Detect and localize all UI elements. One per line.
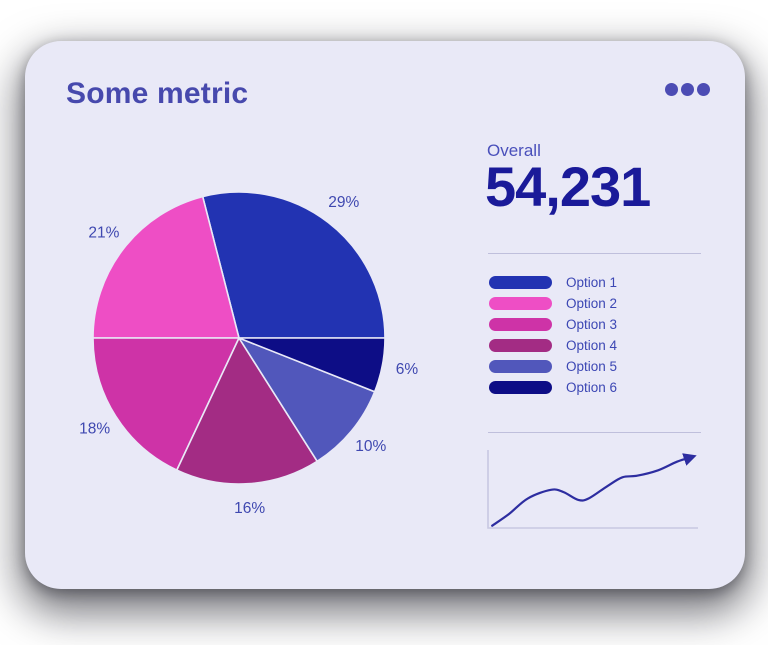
trend-sparkline-chart bbox=[487, 450, 698, 529]
pie-percent-label: 10% bbox=[355, 438, 386, 455]
pie-percent-label: 6% bbox=[396, 361, 419, 378]
options-menu-button[interactable] bbox=[665, 83, 710, 96]
pie-slice-option-3 bbox=[92, 337, 240, 471]
legend-swatch-icon bbox=[489, 360, 552, 373]
legend-item-option-6: Option 6 bbox=[489, 380, 617, 395]
ellipsis-dot-icon bbox=[665, 83, 678, 96]
divider bbox=[488, 432, 701, 433]
legend-item-option-1: Option 1 bbox=[489, 275, 617, 290]
legend-label: Option 3 bbox=[566, 317, 618, 332]
legend-item-option-4: Option 4 bbox=[489, 338, 617, 353]
legend-label: Option 2 bbox=[566, 296, 618, 311]
overall-value: 54,231 bbox=[485, 155, 651, 218]
legend-swatch-icon bbox=[489, 381, 552, 394]
legend-swatch-icon bbox=[489, 276, 552, 289]
legend-swatch-icon bbox=[489, 318, 552, 331]
ellipsis-dot-icon bbox=[697, 83, 710, 96]
pie-percent-label: 29% bbox=[328, 194, 359, 211]
pie-slice-option-5 bbox=[238, 337, 376, 463]
pie-slice-option-2 bbox=[92, 195, 240, 339]
divider bbox=[488, 253, 701, 254]
legend-label: Option 1 bbox=[566, 275, 618, 290]
overall-label: Overall bbox=[487, 141, 541, 160]
legend-swatch-icon bbox=[489, 339, 552, 352]
pie-percent-label: 21% bbox=[88, 224, 119, 241]
legend-item-option-3: Option 3 bbox=[489, 317, 617, 332]
card-title: Some metric bbox=[66, 77, 249, 110]
ellipsis-dot-icon bbox=[681, 83, 694, 96]
legend-item-option-5: Option 5 bbox=[489, 359, 617, 374]
pie-chart: 29% 21% 18% 16% 10% 6% bbox=[79, 191, 419, 517]
sparkline-line bbox=[491, 453, 697, 527]
legend-item-option-2: Option 2 bbox=[489, 296, 617, 311]
pie-slice-option-6 bbox=[238, 337, 386, 393]
legend-label: Option 6 bbox=[566, 380, 618, 395]
legend-label: Option 5 bbox=[566, 359, 618, 374]
pie-percent-label: 18% bbox=[79, 421, 110, 438]
legend-swatch-icon bbox=[489, 297, 552, 310]
metric-card: Some metric 29% 21% 18% 16% 10% 6% Overall 54… bbox=[25, 41, 745, 589]
sparkline-axes bbox=[487, 450, 698, 529]
pie-percent-label: 16% bbox=[234, 500, 265, 517]
pie-legend: Option 1 Option 2 Option 3 Option 4 Option 5… bbox=[489, 275, 617, 395]
pie-slice-option-1 bbox=[201, 191, 386, 339]
legend-label: Option 4 bbox=[566, 338, 618, 353]
pie-slice-option-4 bbox=[176, 337, 318, 485]
